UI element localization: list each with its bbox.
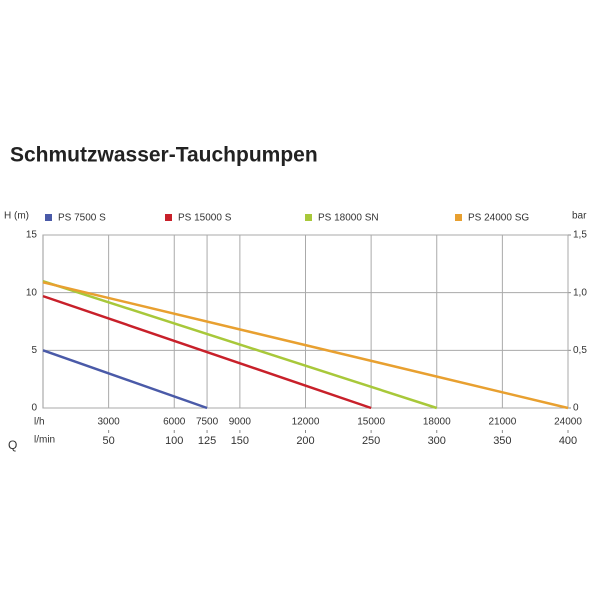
x2-tick-label: 125 [198,435,216,447]
legend-swatch [165,214,172,221]
series-line [42,279,438,410]
legend-swatch [455,214,462,221]
y-tick-label: 15 [26,230,38,241]
x-tick-label: 24000 [554,417,582,428]
x2-tick-label: 200 [296,435,314,447]
y2-tick-label: 0,5 [573,345,587,356]
legend-swatch [45,214,52,221]
chart-title: Schmutzwasser-Tauchpumpen [10,144,318,167]
x-tick-label: 6000 [163,417,186,428]
y2-tick-label: 1,5 [573,230,587,241]
x-tick-label: 18000 [423,417,451,428]
x2-tick-label: 150 [231,435,249,447]
x-tick-label: 15000 [357,417,385,428]
y2-tick-label: 1,0 [573,287,587,298]
x2-tick-label: 100 [165,435,183,447]
y-tick-label: 10 [26,287,38,298]
series-line [42,281,569,410]
x2-tick-label: 400 [559,435,577,447]
x-tick-label: 9000 [229,417,252,428]
y-axis-label: H (m) [4,211,29,222]
q-label: Q [8,438,17,452]
x-tick-label: 3000 [98,417,121,428]
legend-label: PS 7500 S [58,213,106,224]
series-line [42,294,372,410]
x-tick-label: 12000 [292,417,320,428]
x-tick-label: 7500 [196,417,219,428]
legend-swatch [305,214,312,221]
y-tick-label: 0 [31,403,37,414]
x-tick-label: 21000 [488,417,516,428]
y2-axis-label: bar [572,211,587,222]
x2-tick-label: 300 [428,435,446,447]
x2-tick-label: 50 [103,435,115,447]
x-axis-label: l/h [34,417,45,428]
legend-label: PS 15000 S [178,213,232,224]
series-line [42,349,208,410]
legend-label: PS 24000 SG [468,213,529,224]
x2-axis-label: l/min [34,435,55,446]
x2-tick-label: 250 [362,435,380,447]
legend-label: PS 18000 SN [318,213,379,224]
y2-tick-label: 0 [573,403,579,414]
x2-tick-label: 350 [493,435,511,447]
y-tick-label: 5 [31,345,37,356]
